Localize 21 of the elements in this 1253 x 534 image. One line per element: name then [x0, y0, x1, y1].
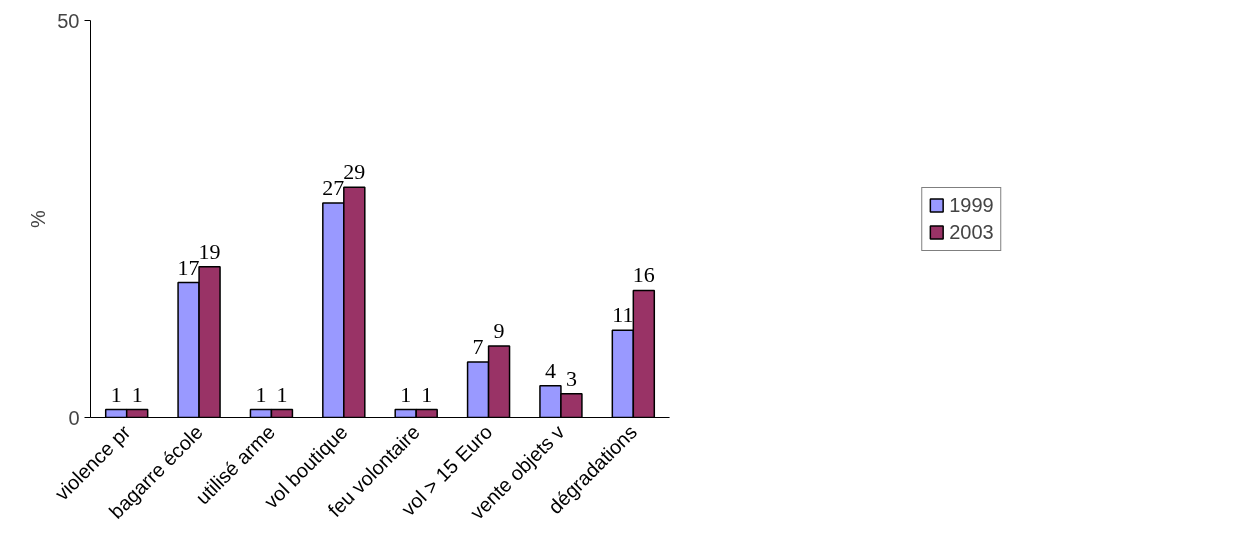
- legend-label: 2003: [949, 220, 994, 244]
- y-tick-label: 0: [68, 406, 80, 429]
- data-label: 1: [255, 381, 267, 407]
- data-label: 29: [343, 159, 366, 185]
- data-label: 9: [493, 318, 505, 344]
- data-label: 27: [322, 175, 345, 201]
- data-label: 4: [544, 357, 556, 383]
- data-label: 3: [565, 365, 577, 391]
- data-label: 7: [472, 333, 484, 359]
- data-label: 1: [421, 381, 433, 407]
- y-tick-label: 50: [57, 9, 80, 32]
- data-label: 1: [276, 381, 288, 407]
- data-label: 11: [612, 302, 634, 328]
- data-label: 1: [110, 381, 122, 407]
- data-label: 19: [198, 238, 221, 264]
- data-label: 1: [131, 381, 143, 407]
- data-label: 17: [177, 254, 200, 280]
- y-axis-title: %: [27, 209, 50, 228]
- data-label: 1: [400, 381, 412, 407]
- data-label: 16: [632, 262, 655, 288]
- legend-label: 1999: [949, 193, 994, 217]
